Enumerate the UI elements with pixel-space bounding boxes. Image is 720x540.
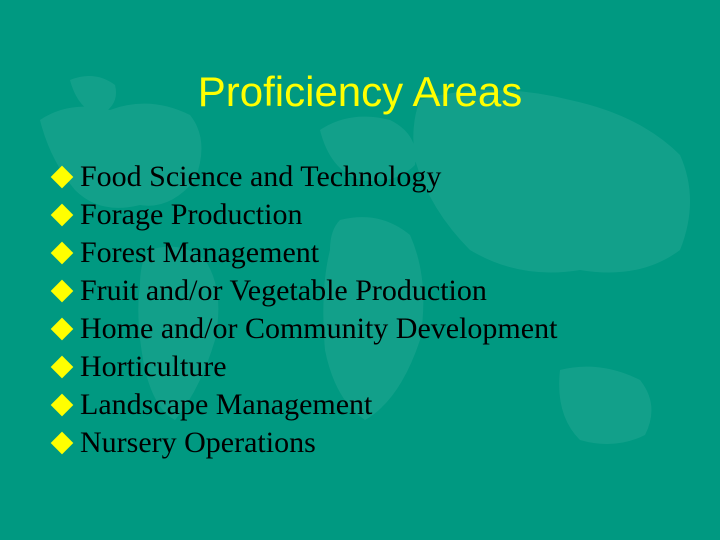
diamond-bullet-icon	[51, 204, 74, 227]
list-item: Nursery Operations	[50, 426, 670, 460]
bullet-text: Forage Production	[80, 198, 302, 232]
diamond-bullet-icon	[51, 242, 74, 265]
bullet-text: Fruit and/or Vegetable Production	[80, 274, 487, 308]
bullet-text: Horticulture	[80, 350, 227, 384]
list-item: Fruit and/or Vegetable Production	[50, 274, 670, 308]
bullet-text: Home and/or Community Development	[80, 312, 557, 346]
slide-title: Proficiency Areas	[0, 68, 720, 116]
diamond-bullet-icon	[51, 318, 74, 341]
bullet-list: Food Science and Technology Forage Produ…	[50, 160, 670, 464]
list-item: Food Science and Technology	[50, 160, 670, 194]
bullet-text: Food Science and Technology	[80, 160, 441, 194]
diamond-bullet-icon	[51, 166, 74, 189]
diamond-bullet-icon	[51, 432, 74, 455]
bullet-text: Forest Management	[80, 236, 319, 270]
slide: Proficiency Areas Food Science and Techn…	[0, 0, 720, 540]
list-item: Forage Production	[50, 198, 670, 232]
diamond-bullet-icon	[51, 356, 74, 379]
diamond-bullet-icon	[51, 394, 74, 417]
bullet-text: Nursery Operations	[80, 426, 316, 460]
list-item: Landscape Management	[50, 388, 670, 422]
list-item: Home and/or Community Development	[50, 312, 670, 346]
list-item: Horticulture	[50, 350, 670, 384]
list-item: Forest Management	[50, 236, 670, 270]
bullet-text: Landscape Management	[80, 388, 372, 422]
diamond-bullet-icon	[51, 280, 74, 303]
